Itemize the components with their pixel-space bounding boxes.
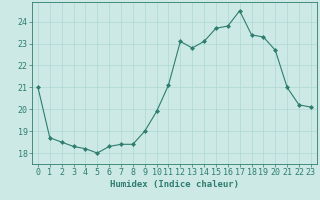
X-axis label: Humidex (Indice chaleur): Humidex (Indice chaleur) [110,180,239,189]
